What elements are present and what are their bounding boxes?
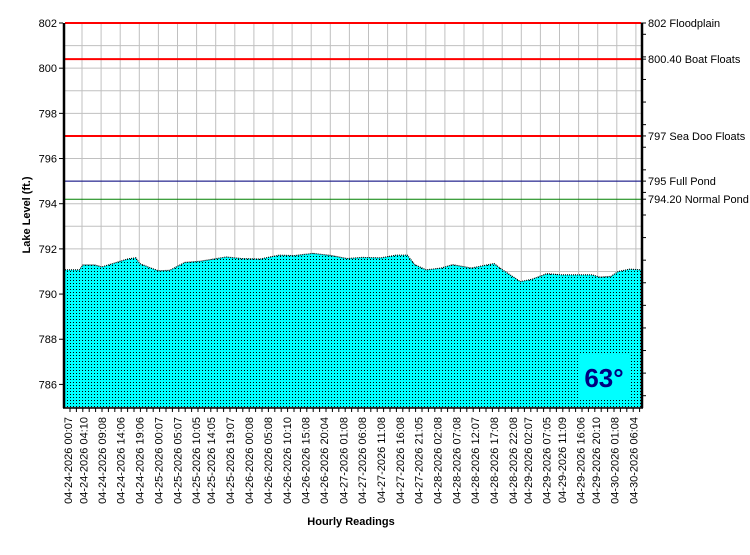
- x-axis-label: Hourly Readings: [307, 516, 394, 528]
- x-tick-label: 04-26-2026 05:08: [263, 417, 275, 504]
- y-tick-label: 792: [39, 244, 57, 256]
- x-tick-label: 04-28-2026 02:08: [433, 417, 445, 504]
- x-tick-label: 04-29-2026 11:09: [557, 417, 569, 503]
- temperature-badge: 63°: [578, 354, 630, 398]
- x-tick-label: 04-24-2026 00:07: [63, 417, 75, 504]
- x-tick-label: 04-25-2026 14:05: [206, 417, 218, 504]
- y-tick-labels: 786 788 790 792 794 796 798 800 802: [39, 18, 63, 391]
- x-tick-label: 04-28-2026 12:07: [470, 417, 482, 504]
- y-tick-label: 800: [39, 63, 57, 75]
- x-tick-label: 04-30-2026 06:04: [628, 417, 640, 504]
- reference-line-label: 797 Sea Doo Floats: [648, 131, 746, 143]
- reference-line-label: 802 Floodplain: [648, 18, 720, 30]
- area-fill: [65, 253, 641, 407]
- x-tick-label: 04-25-2026 00:07: [153, 417, 165, 504]
- x-tick-label: 04-24-2026 04:10: [78, 417, 90, 504]
- x-tick-label: 04-24-2026 09:08: [97, 417, 109, 504]
- x-tick-label: 04-26-2026 10:10: [282, 417, 294, 504]
- reference-line-label: 795 Full Pond: [648, 176, 716, 188]
- x-tick-label: 04-27-2026 06:08: [357, 417, 369, 504]
- x-tick-label: 04-25-2026 19:07: [225, 417, 237, 504]
- x-tick-label: 04-29-2026 07:05: [542, 417, 554, 504]
- x-tick-label: 04-25-2026 05:07: [172, 417, 184, 504]
- y-tick-label: 796: [39, 154, 57, 166]
- x-tick-label: 04-26-2026 15:08: [301, 417, 313, 504]
- y-tick-label: 790: [39, 289, 57, 301]
- reference-line-label: 794.20 Normal Pond: [648, 194, 749, 206]
- x-tick-label: 04-27-2026 01:08: [338, 417, 350, 504]
- area-series: [65, 253, 641, 407]
- y-tick-label: 798: [39, 108, 57, 120]
- x-tick-label: 04-27-2026 21:05: [413, 417, 425, 504]
- x-tick-label: 04-25-2026 10:05: [191, 417, 203, 504]
- x-tick-label: 04-24-2026 14:06: [116, 417, 128, 504]
- x-tick-label: 04-27-2026 16:08: [395, 417, 407, 504]
- x-tick-label: 04-27-2026 11:08: [376, 417, 388, 503]
- x-tick-label: 04-29-2026 16:06: [576, 417, 588, 504]
- x-tick-label: 04-26-2026 20:04: [319, 417, 331, 504]
- x-tick-label: 04-28-2026 07:08: [451, 417, 463, 504]
- x-tick-label: 04-28-2026 17:08: [489, 417, 501, 504]
- x-tick-label: 04-26-2026 00:08: [244, 417, 256, 504]
- y-tick-label: 788: [39, 334, 57, 346]
- y-tick-label: 786: [39, 379, 57, 391]
- x-tick-label: 04-28-2026 22:08: [508, 417, 520, 504]
- x-tick-label: 04-29-2026 20:10: [591, 417, 603, 504]
- y-tick-label: 794: [39, 199, 57, 211]
- x-tick-label: 04-29-2026 02:07: [523, 417, 535, 504]
- y-axis-label: Lake Level (ft.): [21, 176, 33, 253]
- temperature-value: 63°: [584, 363, 623, 393]
- x-tick-label: 04-30-2026 01:08: [610, 417, 622, 504]
- y-tick-label: 802: [39, 18, 57, 30]
- reference-line-label: 800.40 Boat Floats: [648, 54, 741, 66]
- x-tick-label: 04-24-2026 19:06: [135, 417, 147, 504]
